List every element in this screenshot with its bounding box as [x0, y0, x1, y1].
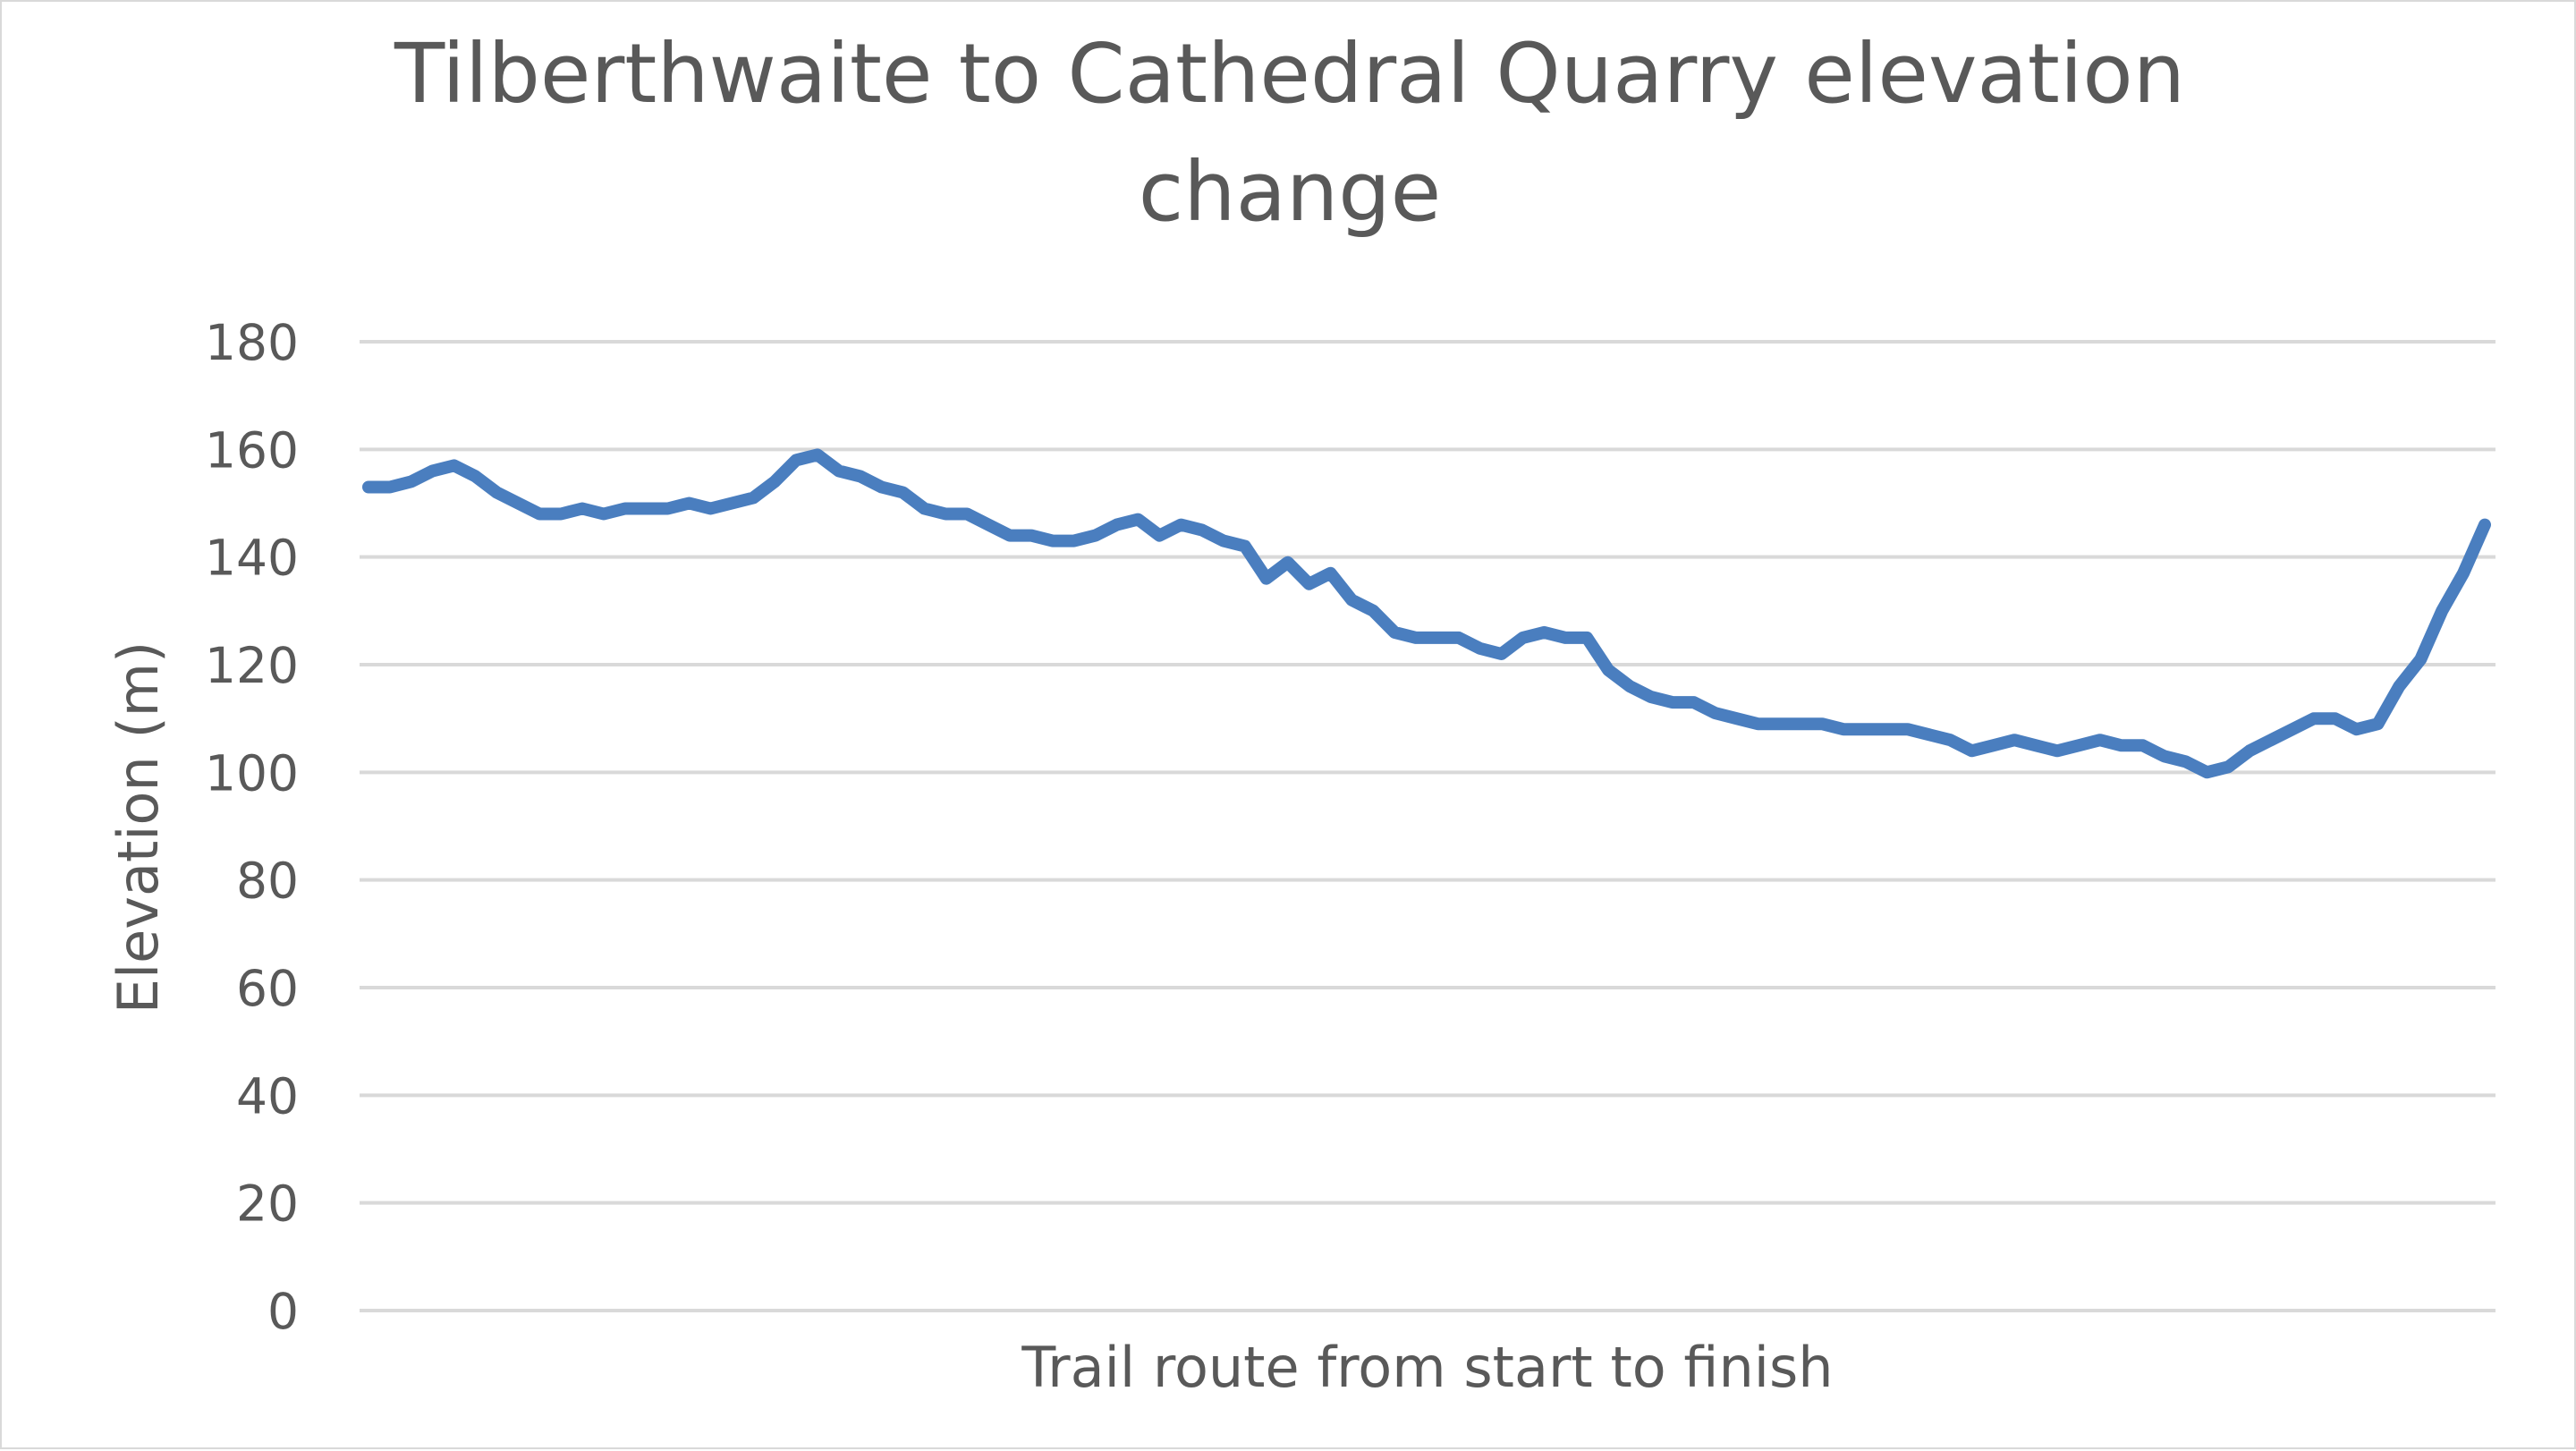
y-tick-label: 80: [236, 853, 299, 910]
chart-title-line-1: Tilberthwaite to Cathedral Quarry elevat…: [394, 26, 2185, 122]
y-tick-label: 120: [205, 637, 299, 694]
y-tick-label: 60: [236, 960, 299, 1017]
y-tick-label: 180: [205, 314, 299, 371]
chart-title-line-2: change: [1139, 144, 1442, 240]
y-axis-tick-labels: 0 20 40 60 80 100 120 140 160 180: [205, 314, 299, 1340]
y-tick-label: 0: [267, 1283, 299, 1340]
series-group: [362, 448, 2491, 779]
gridlines: [360, 340, 2496, 1312]
y-axis-label: Elevation (m): [106, 641, 171, 1014]
y-tick-label: 100: [205, 744, 299, 802]
x-axis-label: Trail route from start to finish: [1021, 1335, 1833, 1400]
y-tick-label: 20: [236, 1175, 299, 1233]
elevation-series-line: [362, 448, 2491, 779]
y-tick-label: 140: [205, 530, 299, 587]
y-tick-label: 40: [236, 1067, 299, 1124]
y-tick-label: 160: [205, 421, 299, 479]
